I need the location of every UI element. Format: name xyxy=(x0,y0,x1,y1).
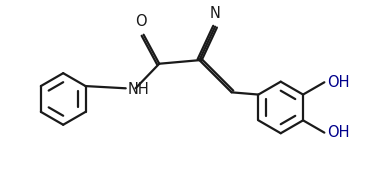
Text: O: O xyxy=(136,14,147,29)
Text: NH: NH xyxy=(128,82,150,97)
Text: OH: OH xyxy=(327,125,349,140)
Text: OH: OH xyxy=(327,75,349,90)
Text: N: N xyxy=(210,6,221,21)
